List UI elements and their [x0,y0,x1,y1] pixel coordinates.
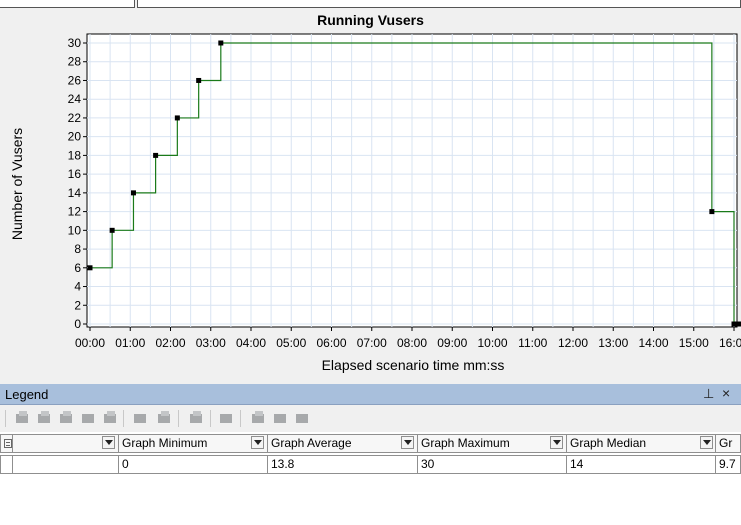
y-tick-label: 14 [68,186,82,200]
y-tick-label: 28 [68,55,82,69]
minimize-icon[interactable] [273,411,287,424]
hide-selected-icon[interactable] [59,411,73,424]
data-point [87,265,93,271]
y-tick-label: 18 [68,148,82,162]
x-tick-label: 16:00 [719,336,741,350]
show-only-selected-icon[interactable] [37,411,51,424]
data-point [109,227,115,233]
grid-settings-icon[interactable] [189,411,203,424]
x-tick-label: 12:00 [558,336,588,350]
legend-grid-header: Graph Minimum Graph Average Graph Maximu… [0,434,741,454]
maximize-icon[interactable] [295,411,309,424]
table-cell: 13.8 [267,455,418,474]
table-cell: 9.7 [715,455,741,474]
toolbar-separator [210,410,211,427]
chevron-down-icon[interactable] [401,436,414,449]
y-tick-label: 12 [68,205,82,219]
y-tick-label: 22 [68,111,82,125]
chevron-down-icon[interactable] [700,436,713,449]
grid-icon [4,439,12,448]
data-point [218,40,224,46]
filter-icon[interactable] [103,411,117,424]
export-icon[interactable] [251,411,265,424]
y-axis-label: Number of Vusers [9,127,25,241]
data-point [709,209,715,215]
data-point [130,190,136,196]
column-header[interactable]: Graph Minimum [118,434,268,453]
data-point [153,152,159,158]
x-axis-label: Elapsed scenario time mm:ss [321,357,505,373]
y-tick-label: 24 [68,92,82,106]
y-tick-label: 20 [68,130,82,144]
toolbar-separator [178,410,179,427]
y-tick-label: 2 [74,298,81,312]
x-tick-label: 03:00 [196,336,226,350]
y-tick-label: 10 [68,223,82,237]
link-icon[interactable] [81,411,95,424]
column-header[interactable]: Graph Maximum [417,434,567,453]
columns-icon[interactable] [219,411,233,424]
chevron-down-icon[interactable] [251,436,264,449]
data-point [736,321,741,327]
x-tick-label: 08:00 [397,336,427,350]
x-tick-label: 00:00 [75,336,105,350]
properties-icon[interactable] [157,411,171,424]
table-row[interactable]: 0 13.8 30 14 9.7 [0,455,741,475]
x-tick-label: 02:00 [155,336,185,350]
x-tick-label: 10:00 [477,336,507,350]
legend-panel-header: Legend ⊥ × [0,384,741,405]
y-tick-label: 16 [68,167,82,181]
legend-toolbar [0,405,741,432]
legend-title: Legend [5,387,49,402]
x-tick-label: 14:00 [638,336,668,350]
toolbar-separator [123,410,124,427]
data-point [174,115,180,121]
x-tick-label: 06:00 [316,336,346,350]
pin-icon[interactable]: ⊥ [703,386,715,401]
column-header[interactable]: Graph Median [566,434,716,453]
y-tick-label: 6 [74,261,81,275]
x-tick-label: 01:00 [115,336,145,350]
data-point [196,77,202,83]
y-tick-label: 8 [74,242,81,256]
toolbar-separator [240,410,241,427]
x-tick-label: 09:00 [437,336,467,350]
y-tick-label: 26 [68,73,82,87]
y-tick-label: 0 [74,317,81,331]
series-line [90,42,739,325]
data-point [731,321,737,327]
x-tick-label: 15:00 [679,336,709,350]
column-header[interactable]: Gr [715,434,741,453]
chevron-down-icon[interactable] [550,436,563,449]
x-tick-label: 07:00 [357,336,387,350]
column-header[interactable]: Graph Average [267,434,418,453]
x-tick-label: 04:00 [236,336,266,350]
y-tick-label: 30 [68,36,82,50]
x-tick-label: 13:00 [598,336,628,350]
configure-icon[interactable] [133,411,147,424]
x-tick-label: 11:00 [518,336,547,350]
table-cell [12,455,119,474]
chart-title: Running Vusers [317,12,424,28]
close-icon[interactable]: × [722,385,731,401]
graph-tab[interactable] [0,0,135,8]
chevron-down-icon[interactable] [102,436,115,449]
x-tick-label: 05:00 [276,336,306,350]
toolbar-separator [5,410,6,427]
y-tick-label: 4 [74,280,81,294]
table-cell: 0 [118,455,268,474]
show-selected-icon[interactable] [15,411,29,424]
legend-grid: Graph Minimum Graph Average Graph Maximu… [0,432,741,525]
table-cell: 14 [566,455,716,474]
table-cell: 30 [417,455,567,474]
